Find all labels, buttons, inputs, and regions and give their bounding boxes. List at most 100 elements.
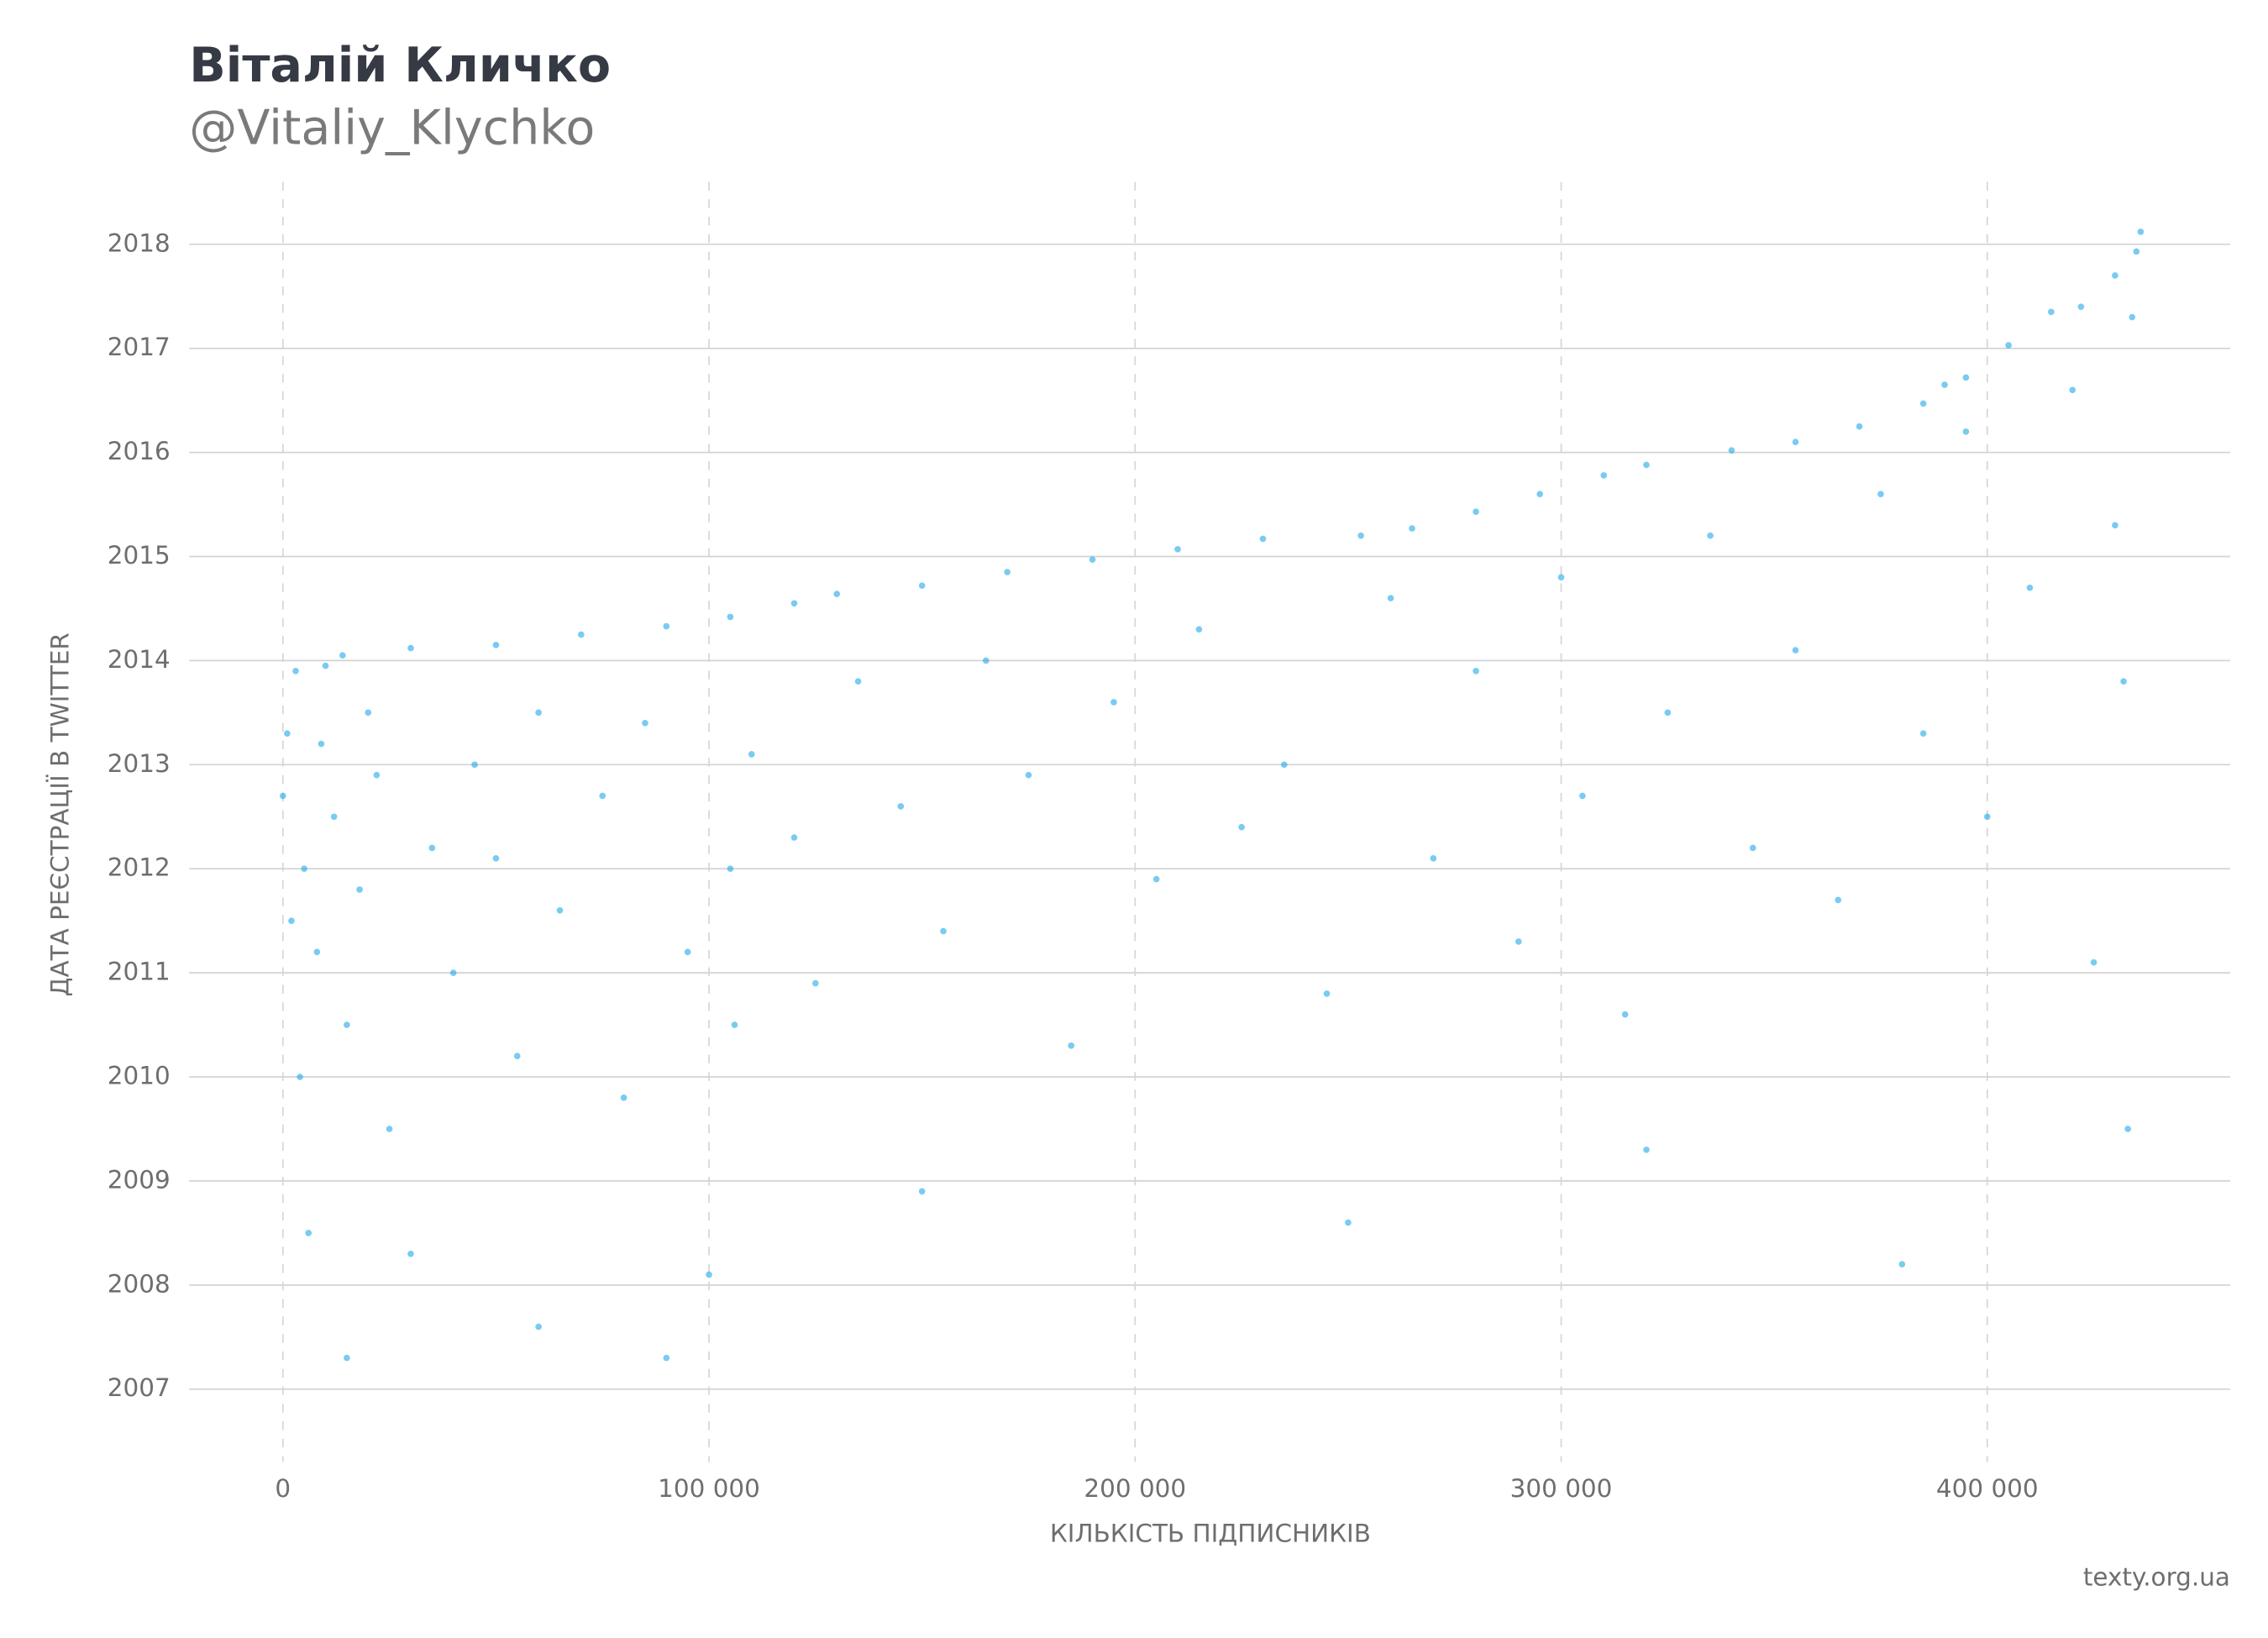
y-tick-label: 2016 — [108, 437, 171, 465]
point — [1600, 472, 1608, 479]
y-tick-label: 2015 — [108, 541, 171, 570]
point — [288, 917, 295, 924]
y-tick-label: 2010 — [108, 1062, 171, 1090]
point — [1962, 428, 1970, 435]
point — [1068, 1042, 1075, 1049]
point — [1281, 761, 1288, 769]
point — [1409, 525, 1415, 532]
y-tick-label: 2014 — [108, 645, 171, 674]
point — [2112, 522, 2118, 529]
point — [1174, 546, 1181, 553]
point — [492, 855, 500, 862]
point — [535, 1323, 542, 1331]
point — [897, 803, 905, 810]
point — [1259, 535, 1267, 543]
point — [292, 667, 299, 675]
point — [449, 969, 457, 976]
point — [356, 886, 363, 893]
x-tick-label: 100 000 — [658, 1474, 760, 1503]
y-tick-label: 2007 — [108, 1373, 171, 1402]
point — [1664, 709, 1672, 717]
point — [1473, 667, 1479, 675]
point — [918, 1188, 926, 1195]
points — [279, 228, 2145, 1362]
point — [1025, 771, 1032, 779]
point — [663, 622, 670, 630]
point — [1728, 447, 1735, 454]
point — [833, 591, 841, 597]
point — [578, 631, 585, 638]
point — [599, 792, 606, 800]
point — [339, 652, 346, 659]
point — [2090, 958, 2097, 966]
point — [322, 662, 329, 669]
point — [727, 865, 734, 873]
x-tick-label: 200 000 — [1084, 1474, 1186, 1503]
point — [1941, 381, 1948, 388]
point — [2129, 313, 2136, 321]
point — [2077, 303, 2085, 310]
point — [684, 948, 691, 956]
point — [663, 1354, 670, 1362]
point — [1430, 855, 1437, 862]
point — [642, 719, 648, 727]
point — [365, 709, 372, 717]
point — [731, 1021, 738, 1028]
point — [1345, 1219, 1352, 1226]
x-axis-label: КІЛЬКІСТЬ ПІДПИСНИКІВ — [1050, 1520, 1371, 1548]
point — [1621, 1011, 1629, 1018]
point — [2133, 248, 2140, 255]
chart-subtitle: @Vitaliy_Klychko — [189, 100, 595, 155]
point — [492, 642, 500, 648]
point — [1919, 400, 1927, 407]
x-tick-label: 400 000 — [1936, 1474, 2039, 1503]
y-tick-label: 2008 — [108, 1269, 171, 1298]
x-tick-label: 300 000 — [1510, 1474, 1613, 1503]
point — [2124, 1126, 2131, 1132]
point — [1835, 896, 1842, 904]
point — [344, 1021, 350, 1028]
point — [407, 644, 414, 652]
point — [1707, 532, 1714, 539]
source: texty.org.ua — [2083, 1562, 2230, 1591]
point — [2120, 678, 2127, 685]
point — [471, 761, 478, 769]
x-tick-label: 0 — [275, 1474, 291, 1503]
point — [1357, 532, 1364, 539]
grid: 2007 2008 2009 2010 2011 2012 2013 2014 2015 2016… — [108, 181, 2230, 1503]
point — [556, 906, 564, 914]
point — [1792, 647, 1799, 654]
chart-title: Віталій Кличко — [189, 38, 611, 93]
point — [1536, 491, 1543, 497]
point — [1557, 574, 1565, 581]
point — [407, 1250, 414, 1257]
point — [2026, 584, 2034, 591]
point — [2112, 272, 2118, 279]
point — [1387, 595, 1394, 601]
point — [854, 678, 862, 685]
point — [706, 1271, 712, 1278]
point — [1962, 374, 1970, 381]
point — [1110, 699, 1117, 706]
point — [1643, 461, 1650, 469]
point — [748, 751, 755, 758]
point — [2005, 342, 2012, 349]
point — [535, 709, 542, 717]
point — [1195, 626, 1203, 633]
y-tick-label: 2011 — [108, 958, 171, 986]
point — [727, 613, 734, 621]
y-tick-label: 2009 — [108, 1165, 171, 1194]
point — [790, 600, 798, 607]
point — [1919, 730, 1927, 737]
point — [318, 740, 325, 748]
point — [1983, 813, 1991, 821]
point — [1515, 938, 1522, 945]
point — [620, 1094, 627, 1101]
point — [297, 1074, 303, 1080]
point — [1473, 508, 1479, 516]
point — [1792, 438, 1799, 446]
point — [301, 865, 307, 873]
y-axis-label: ДАТА РЕЄСТРАЦІЇ В TWITTER — [45, 633, 74, 996]
point — [940, 927, 947, 935]
point — [982, 657, 990, 664]
